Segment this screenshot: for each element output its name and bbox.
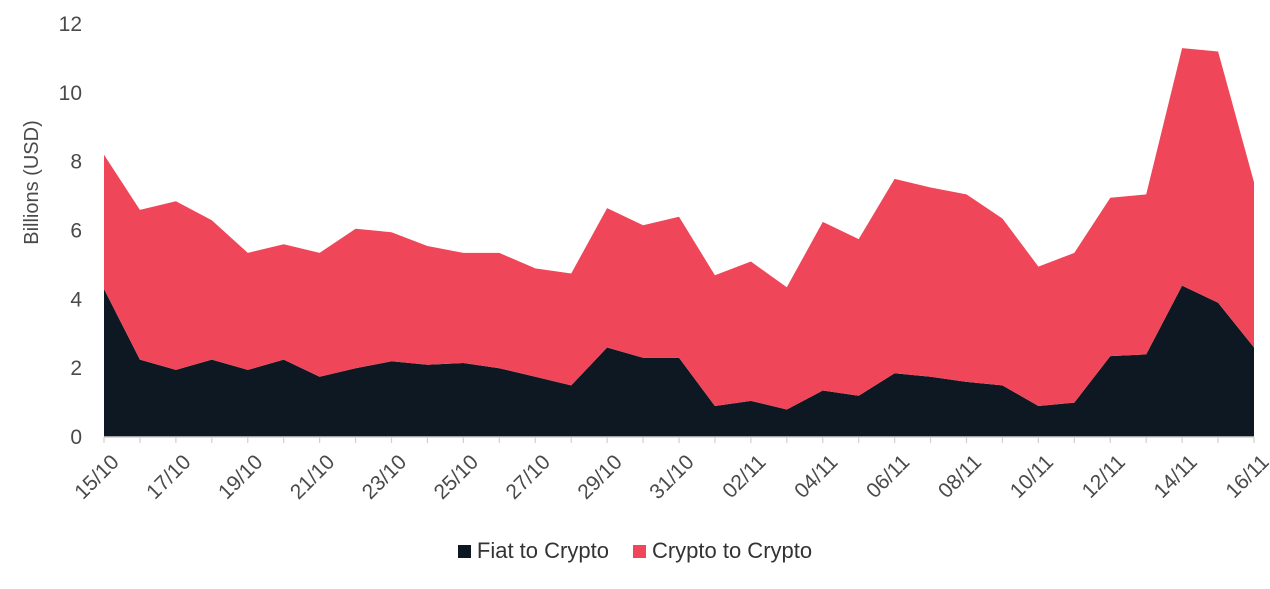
y-tick-label: 8 [70,151,82,174]
x-tick-label: 31/10 [645,450,698,503]
y-tick-label: 4 [70,288,82,311]
legend-item-crypto-to-crypto: Crypto to Crypto [632,538,813,564]
x-tick-label: 08/11 [934,450,986,502]
x-tick-label: 04/11 [790,450,842,502]
y-tick-label: 0 [70,426,82,449]
legend-label-fiat-to-crypto: Fiat to Crypto [476,538,609,563]
x-tick-label: 19/10 [214,450,267,503]
x-tick-label: 06/11 [862,450,914,502]
x-tick-label: 25/10 [430,450,483,503]
chart-areas [104,48,1254,437]
x-tick-label: 21/10 [286,450,339,503]
y-tick-label: 12 [59,13,82,36]
x-tick-label: 12/11 [1078,450,1130,502]
legend-swatch-crypto-to-crypto [632,544,646,558]
legend-item-fiat-to-crypto: Fiat to Crypto [457,538,609,564]
x-tick-label: 10/11 [1006,450,1058,502]
legend-swatch-fiat-to-crypto [457,544,471,558]
x-tick-label: 27/10 [502,450,555,503]
x-tick-label: 23/10 [358,450,411,503]
y-axis-title: Billions (USD) [21,120,43,244]
area-fiat-to-crypto [104,285,1254,437]
x-tick-label: 17/10 [142,450,195,503]
x-tick-label: 29/10 [573,450,626,503]
y-tick-label: 2 [70,357,82,380]
y-tick-label: 6 [70,220,82,243]
x-tick-label: 15/10 [70,450,123,503]
x-tick-label: 16/11 [1221,450,1270,502]
area-crypto-to-crypto [104,48,1254,410]
legend-label-crypto-to-crypto: Crypto to Crypto [651,538,813,563]
y-tick-label: 10 [59,82,82,105]
x-tick-label: 02/11 [718,450,770,502]
legend: Fiat to Crypto Crypto to Crypto [0,538,1270,564]
x-tick-label: 14/11 [1150,450,1202,502]
